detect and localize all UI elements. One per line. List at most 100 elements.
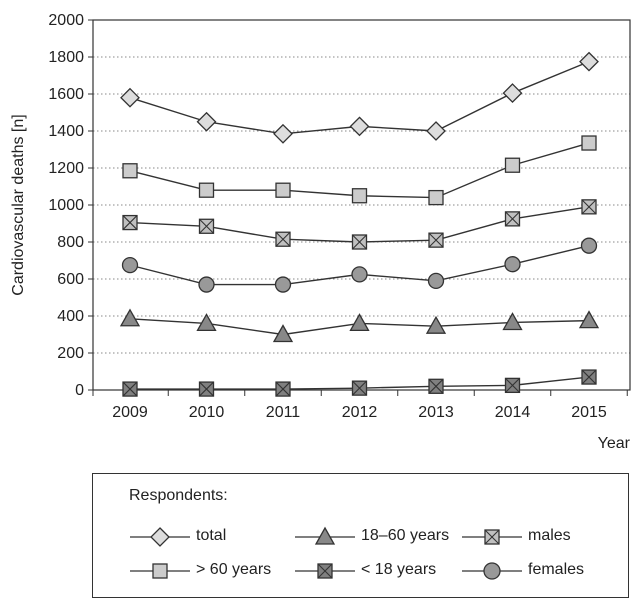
series-1-point: [425, 315, 447, 334]
marker-cross: [581, 369, 597, 385]
chart: 0 200 400 600 800 1000 1200 1400 1600 1800 2000 20…: [10, 12, 631, 452]
marker-cross: [275, 231, 291, 247]
series-5-point: [427, 272, 445, 290]
series-4-point: [198, 381, 215, 397]
circle-marker-icon: [462, 562, 522, 580]
marker-box: [198, 182, 215, 198]
series-0-point: [502, 83, 523, 103]
y-tick-label: 1600: [48, 86, 84, 103]
series-5-point: [198, 276, 215, 293]
marker-cross: [122, 381, 138, 397]
series-3-point: [122, 163, 138, 179]
series-3-point: [198, 182, 215, 198]
legend-item-total: total: [128, 524, 298, 550]
series-2-point: [428, 232, 444, 248]
series-0-point: [579, 51, 599, 72]
x-tick-label: 2012: [342, 404, 378, 421]
series-0: [120, 51, 599, 144]
legend-label-under-18-years: < 18 years: [361, 561, 437, 578]
y-tick-label: 1000: [48, 197, 84, 214]
square-x-marker-icon: [462, 529, 522, 545]
x-tick-label: 2015: [571, 404, 607, 421]
marker-box: [581, 135, 597, 151]
series-4-point: [275, 381, 291, 397]
marker-cross: [199, 381, 214, 397]
marker-cross: [352, 380, 367, 396]
marker-cross: [428, 378, 444, 394]
marker-cross: [352, 234, 367, 250]
legend-label-over-60-years: > 60 years: [196, 561, 272, 578]
series-1-point: [272, 324, 294, 343]
y-tick-label: 400: [57, 308, 84, 325]
series-1-point: [196, 313, 217, 332]
series-3-point: [428, 189, 444, 206]
series-3: [122, 135, 597, 206]
series-5-point: [580, 237, 598, 254]
x-axis-ticks: 2009 2010 2011 2012 2013 2014 2015: [92, 390, 628, 421]
y-tick-label: 600: [57, 271, 84, 288]
series-3-point: [351, 188, 368, 204]
y-tick-label: 800: [57, 234, 84, 251]
series-1-point: [502, 312, 523, 331]
series-0-point: [426, 121, 446, 141]
series-4-point: [351, 380, 368, 396]
marker-cross: [428, 232, 444, 248]
marker-box: [122, 163, 138, 179]
marker-cross: [275, 381, 291, 397]
marker-box: [351, 188, 368, 204]
series-1: [119, 308, 600, 343]
legend-label-males: males: [528, 527, 571, 544]
legend-label-females: females: [528, 561, 585, 578]
series-3-point: [275, 182, 291, 198]
series-4: [122, 369, 597, 397]
legend-item-females: females: [460, 558, 630, 584]
series-3-point: [581, 135, 597, 151]
series-0-point: [196, 111, 217, 132]
series-2: [122, 199, 597, 250]
x-tick-label: 2009: [112, 404, 148, 421]
y-tick-label: 2000: [48, 12, 84, 29]
marker-cross: [505, 377, 520, 393]
legend-item-under-18-years: < 18 years: [293, 558, 463, 584]
series-group: [119, 51, 600, 397]
y-axis-label: Cardiovascular deaths [n]: [10, 114, 27, 295]
legend-item-males: males: [460, 524, 630, 550]
marker-box: [504, 157, 521, 173]
y-tick-label: 1400: [48, 123, 84, 140]
series-0-point: [349, 116, 370, 137]
marker-box: [428, 189, 444, 206]
legend-item-over-60-years: > 60 years: [128, 558, 298, 584]
x-tick-label: 2010: [189, 404, 225, 421]
series-2-point: [504, 211, 521, 227]
y-tick-label: 0: [75, 382, 84, 399]
series-0-point: [273, 123, 293, 144]
legend-title: Respondents:: [129, 487, 228, 504]
series-5: [121, 237, 598, 293]
series-2-point: [351, 234, 368, 250]
legend-item-18-60-years: 18–60 years: [293, 524, 463, 550]
series-1-point: [119, 308, 141, 327]
series-4-point: [428, 378, 444, 394]
square-marker-icon: [130, 563, 190, 579]
grid: [93, 56, 630, 354]
series-5-point: [274, 276, 292, 293]
marker-box: [275, 182, 291, 198]
y-tick-label: 1800: [48, 49, 84, 66]
triangle-marker-icon: [295, 526, 355, 545]
x-tick-label: 2013: [418, 404, 454, 421]
marker-cross: [199, 218, 214, 234]
series-2-point: [198, 218, 215, 234]
marker-cross: [505, 211, 520, 227]
legend-label-18-60-years: 18–60 years: [361, 527, 450, 544]
series-1-point: [349, 313, 370, 332]
marker-cross: [122, 215, 138, 230]
series-3-point: [504, 157, 521, 173]
y-axis-ticks: 0 200 400 600 800 1000 1200 1400 1600 1800 2000: [48, 12, 93, 399]
series-2-point: [275, 231, 291, 247]
series-4-point: [504, 377, 521, 394]
series-4-point: [581, 369, 597, 385]
x-tick-label: 2011: [266, 404, 301, 421]
diamond-marker-icon: [130, 527, 190, 547]
x-axis-label: Year: [598, 435, 631, 452]
marker-cross: [581, 199, 597, 215]
